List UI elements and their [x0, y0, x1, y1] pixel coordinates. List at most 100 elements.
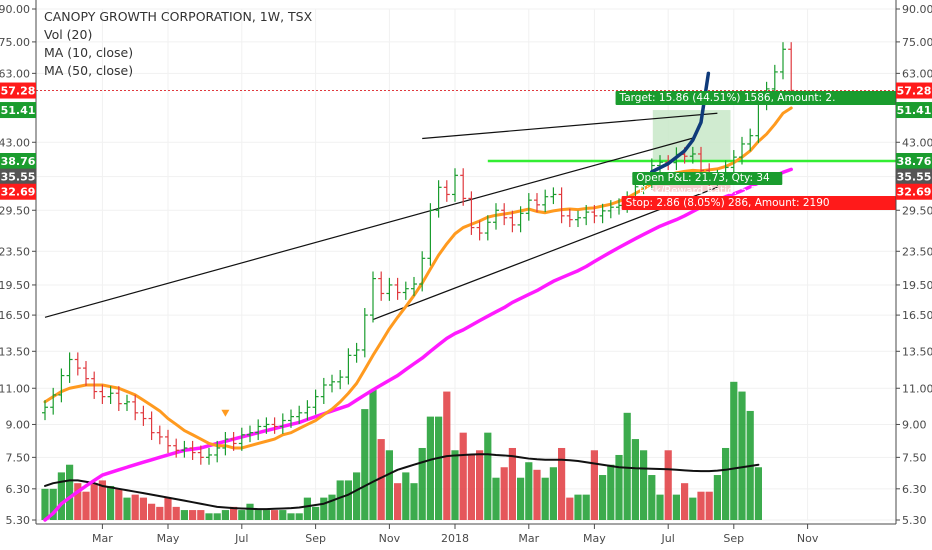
price-bars: [42, 42, 795, 465]
price-bar: [50, 387, 57, 415]
volume-bar: [533, 469, 541, 520]
volume-bar: [180, 510, 188, 520]
price-tag-right: 35.55: [896, 168, 932, 185]
price-tag-box: [0, 152, 36, 169]
y-axis-right[interactable]: 90.00 75.00 63.00 43.00 35.55 29.50 23.50 19.50…: [896, 3, 932, 527]
price-bar: [419, 251, 426, 292]
volume-bar: [722, 447, 730, 520]
price-bar: [780, 42, 786, 80]
x-axis[interactable]: Mar May Jul Sep Nov 2018 Mar May Jul Sep Nov: [92, 524, 819, 545]
price-tag-text: 35.55: [897, 171, 932, 184]
price-tag-left: 32.69: [0, 183, 36, 200]
price-bar: [320, 377, 327, 405]
volume-bar: [74, 483, 82, 520]
x-tick-label: Nov: [797, 532, 819, 545]
volume-bar: [57, 472, 65, 520]
x-tick-label: Jul: [661, 532, 675, 545]
price-tag-box: [896, 168, 932, 185]
target-zone: [652, 110, 731, 161]
volume-ma-line: [44, 453, 760, 511]
volume-bar: [377, 439, 385, 520]
volume-bar: [508, 447, 516, 520]
price-bar: [115, 386, 122, 412]
price-bar: [591, 205, 598, 224]
volume-bar: [303, 497, 311, 520]
y-tick-label: 9.00: [902, 418, 927, 431]
price-bar: [468, 191, 475, 235]
volume-bar: [517, 477, 525, 520]
volume-bar: [410, 483, 418, 520]
y-tick-label: 6.30: [902, 483, 927, 496]
volume-bar: [385, 450, 393, 520]
price-bar: [411, 276, 417, 297]
price-bar: [296, 405, 303, 424]
price-bar: [460, 168, 467, 206]
y-tick-label: 43.00: [0, 136, 30, 149]
y-tick-label: 11.00: [902, 382, 932, 395]
price-bar: [222, 431, 229, 456]
volume-bar: [451, 450, 459, 520]
volume-bar: [656, 494, 664, 520]
volume-bar: [353, 472, 361, 520]
price-bar: [230, 431, 237, 451]
price-bar: [730, 150, 737, 175]
volume-bar: [754, 467, 762, 520]
price-bar: [501, 203, 508, 226]
volume-bar: [590, 450, 598, 520]
legend-ma10: MA (10, close): [44, 45, 133, 60]
y-tick-label: 13.50: [902, 345, 932, 358]
volume-bar: [418, 447, 426, 520]
volume-bar: [295, 513, 303, 520]
volume-bar: [500, 467, 508, 520]
y-tick-label: 43.00: [902, 136, 932, 149]
y-tick-label: 75.00: [0, 36, 30, 49]
y-tick-label: 5.30: [6, 514, 31, 527]
y-tick-label: 19.50: [0, 279, 30, 292]
price-bar: [739, 136, 745, 165]
volume-bar: [484, 432, 492, 520]
price-bar: [361, 308, 368, 358]
risk-reward-label: Risk/Reward Ratio: 5.55: [639, 185, 764, 197]
y-tick-label: 7.50: [6, 451, 31, 464]
price-tag-box: [896, 183, 932, 200]
legend-ma50: MA (50, close): [44, 63, 133, 78]
stop-label-box: [621, 196, 896, 210]
volume-bar: [705, 491, 713, 520]
y-tick-label: 29.50: [0, 204, 30, 217]
ma50-line: [43, 167, 793, 522]
price-bar: [394, 277, 401, 300]
price-bar: [452, 168, 458, 202]
price-bar: [525, 193, 532, 221]
volume-bar: [623, 412, 631, 520]
price-bar: [427, 203, 434, 266]
volume-bar: [205, 513, 213, 520]
volume-bar: [549, 467, 557, 520]
price-bar: [197, 445, 204, 465]
target-label-text: Target: 15.86 (44.51%) 1586, Amount: 2.: [619, 92, 836, 104]
volume-bar: [115, 488, 123, 520]
price-bar: [747, 128, 754, 152]
price-bar: [214, 440, 221, 463]
price-bar: [107, 386, 114, 405]
x-tick-label: May: [157, 532, 180, 545]
price-tag-box: [896, 102, 932, 119]
price-tag-text: 57.28: [897, 85, 932, 98]
volume-bar: [648, 475, 656, 520]
volume-bar: [476, 450, 484, 520]
y-axis-left[interactable]: 90.00 75.00 63.00 43.00 35.55 29.50 23.50 19.50…: [0, 3, 36, 527]
outer-trend: [44, 137, 693, 318]
price-bar: [616, 198, 622, 215]
price-bar: [337, 370, 344, 390]
y-tick-label: 75.00: [902, 36, 932, 49]
volume-bar: [156, 506, 164, 520]
volume-bar: [336, 480, 344, 520]
volume-bars: [41, 381, 762, 520]
price-tag-text: 35.55: [1, 171, 36, 184]
volume-bar: [525, 462, 533, 520]
volume-bar: [558, 447, 566, 520]
volume-bar: [246, 503, 254, 520]
volume-bar: [98, 480, 106, 520]
price-bar: [517, 206, 524, 233]
price-bar: [99, 384, 106, 405]
